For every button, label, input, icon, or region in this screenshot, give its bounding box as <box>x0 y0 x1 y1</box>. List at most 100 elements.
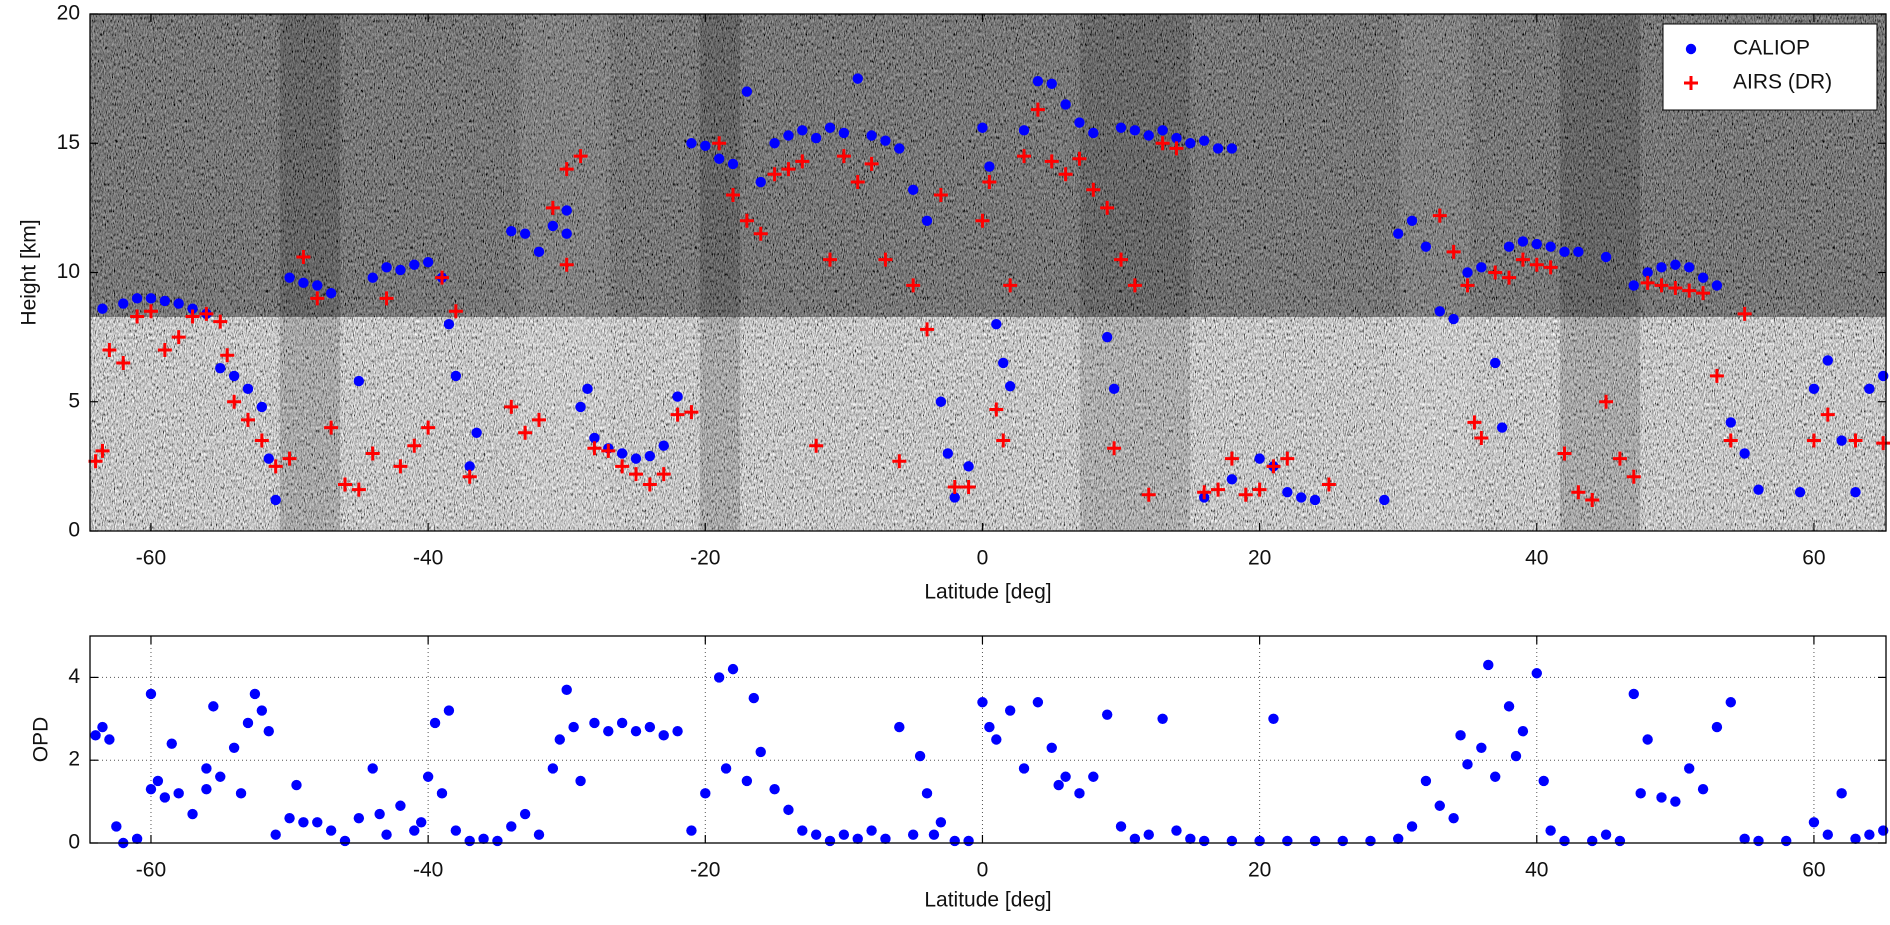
data-point <box>450 370 462 382</box>
airs-point <box>823 252 838 267</box>
airs-point <box>1100 200 1115 215</box>
data-point <box>422 256 434 268</box>
data-point <box>672 726 683 737</box>
data-point <box>852 833 863 845</box>
y-tick-label: 10 <box>57 260 80 283</box>
data-point <box>235 788 247 799</box>
data-point <box>1053 779 1064 791</box>
data-point <box>1198 835 1210 847</box>
airs-point <box>947 480 962 495</box>
airs-point <box>1612 451 1627 466</box>
airs-point <box>615 459 630 474</box>
data-point <box>783 804 794 816</box>
data-point <box>436 788 448 799</box>
y-tick-label: 0 <box>68 831 80 854</box>
data-point <box>644 721 656 733</box>
data-point <box>325 825 337 836</box>
data-point <box>353 812 365 824</box>
data-point <box>1753 484 1764 495</box>
data-point <box>312 280 323 291</box>
data-point <box>1490 771 1501 782</box>
data-point <box>658 730 669 741</box>
data-point <box>1157 125 1168 136</box>
data-point <box>1476 742 1487 753</box>
airs-point <box>1114 252 1129 267</box>
airs-point <box>1266 459 1281 474</box>
data-point <box>1226 143 1238 154</box>
airs-point <box>434 270 449 285</box>
airs-point <box>989 402 1004 417</box>
data-point <box>1656 792 1667 803</box>
data-point <box>1268 713 1279 724</box>
data-point <box>208 701 219 712</box>
data-point <box>506 821 517 832</box>
data-point <box>1670 796 1681 807</box>
airs-point <box>268 459 283 474</box>
data-point <box>1781 835 1792 847</box>
data-point <box>284 272 295 283</box>
data-point <box>1517 236 1529 247</box>
data-point <box>582 383 593 395</box>
data-point <box>1379 494 1390 506</box>
airs-point <box>1003 278 1018 293</box>
data-point <box>1808 383 1820 395</box>
airs-point <box>933 187 948 202</box>
airs-point <box>1848 433 1863 448</box>
data-point <box>561 684 572 696</box>
data-point <box>1406 821 1418 832</box>
data-point <box>658 440 669 451</box>
data-point <box>894 143 905 154</box>
airs-point <box>1876 436 1890 451</box>
data-point <box>866 130 877 141</box>
data-point <box>686 825 697 836</box>
data-point <box>90 730 101 741</box>
data-point <box>519 808 531 820</box>
data-point <box>575 775 586 787</box>
airs-point <box>102 343 117 358</box>
data-point <box>298 277 309 289</box>
data-point <box>1365 835 1376 847</box>
data-point <box>492 835 503 847</box>
data-point <box>1670 259 1681 270</box>
data-point <box>1545 825 1556 836</box>
airs-point <box>1529 257 1544 272</box>
data-point <box>1642 267 1653 278</box>
data-point <box>284 812 295 824</box>
data-point <box>949 835 960 847</box>
data-point <box>963 461 974 472</box>
airs-point <box>996 433 1011 448</box>
data-point <box>1864 829 1875 840</box>
data-point <box>1878 825 1889 836</box>
data-point <box>1392 228 1404 239</box>
data-point <box>1108 383 1120 395</box>
data-point <box>824 122 836 133</box>
x-tick-label: -20 <box>690 859 720 882</box>
airs-point <box>1460 278 1475 293</box>
data-point <box>866 825 877 836</box>
airs-point <box>296 249 311 264</box>
airs-point <box>462 469 477 484</box>
data-point <box>1600 829 1612 840</box>
data-point <box>1878 370 1889 382</box>
airs-point <box>906 278 921 293</box>
airs-point <box>130 309 145 324</box>
airs-point <box>1806 433 1821 448</box>
data-point <box>1545 241 1556 252</box>
data-point <box>381 829 392 840</box>
data-point <box>152 775 164 787</box>
data-point <box>173 298 184 309</box>
data-point <box>1060 99 1071 110</box>
data-point <box>1462 267 1473 278</box>
airs-point <box>1557 446 1572 461</box>
airs-point <box>753 226 768 241</box>
airs-point <box>220 348 235 363</box>
airs-point <box>1626 469 1641 484</box>
airs-point <box>1696 286 1711 301</box>
data-point <box>630 726 642 737</box>
data-point <box>1004 381 1016 392</box>
data-point <box>1614 835 1626 847</box>
y-tick-label: 5 <box>68 389 80 412</box>
airs-point <box>559 162 574 177</box>
